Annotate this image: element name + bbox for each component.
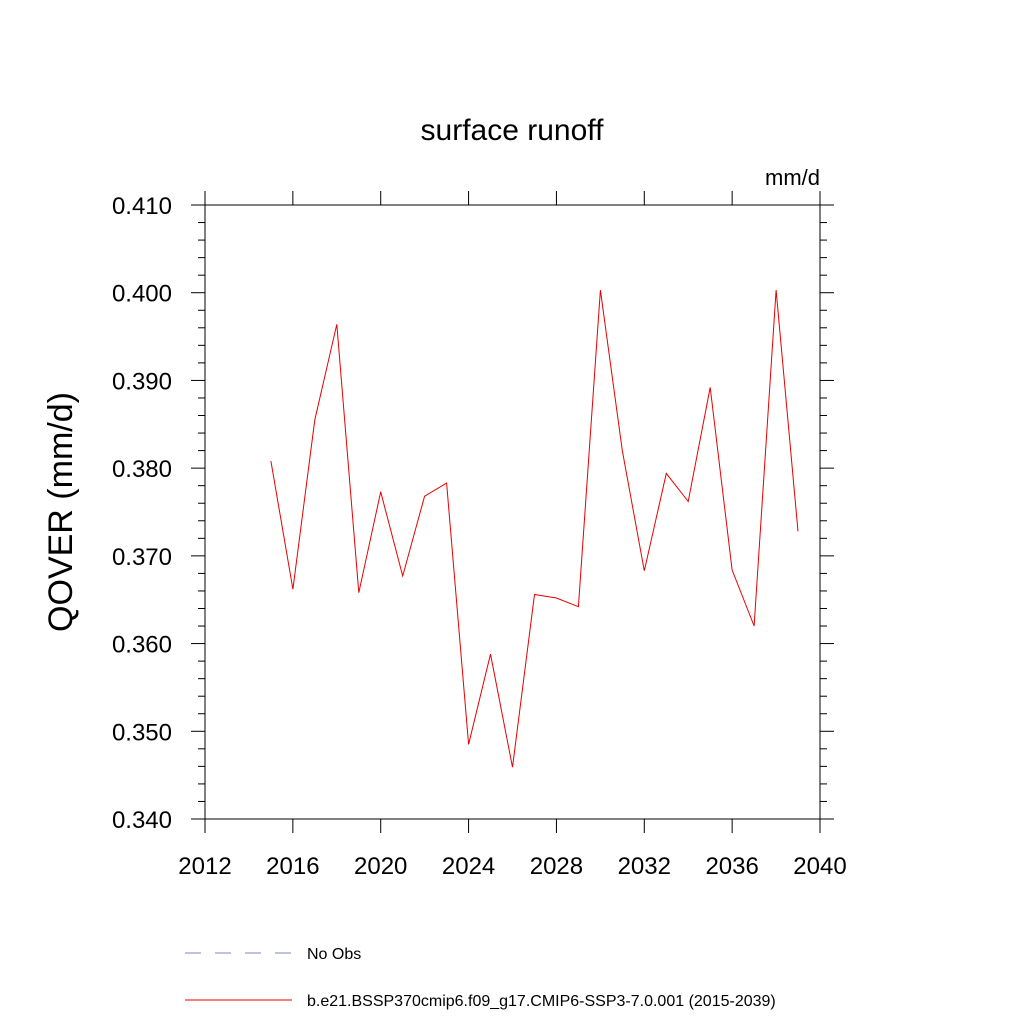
legend-label-no-obs: No Obs xyxy=(307,946,361,963)
y-tick-label: 0.410 xyxy=(112,193,172,220)
y-tick-label: 0.360 xyxy=(112,632,172,659)
plot-frame xyxy=(204,204,821,820)
x-tick-label: 2012 xyxy=(178,853,231,880)
y-tick-label: 0.340 xyxy=(112,807,172,834)
x-tick-label: 2028 xyxy=(530,853,583,880)
y-tick-label: 0.400 xyxy=(112,281,172,308)
x-tick-labels: 2012 2016 2020 2024 2028 2032 2036 2040 xyxy=(178,853,846,880)
x-tick-label: 2020 xyxy=(354,853,407,880)
x-tick-label: 2024 xyxy=(442,853,495,880)
x-tick-label: 2036 xyxy=(705,853,758,880)
y-axis-label: QOVER (mm/d) xyxy=(42,392,80,632)
y-tick-label: 0.380 xyxy=(112,456,172,483)
y-tick-label: 0.390 xyxy=(112,368,172,395)
series-layer xyxy=(270,290,799,768)
units-label: mm/d xyxy=(765,165,820,190)
legend-label-model: b.e21.BSSP370cmip6.f09_g17.CMIP6-SSP3-7.… xyxy=(307,993,776,1010)
y-tick-label: 0.370 xyxy=(112,544,172,571)
y-tick-label: 0.350 xyxy=(112,719,172,746)
x-tick-label: 2032 xyxy=(618,853,671,880)
axis-ticks xyxy=(191,191,834,833)
y-tick-labels: 0.340 0.350 0.360 0.370 0.380 0.390 0.400 0.410 xyxy=(112,193,172,834)
chart-title: surface runoff xyxy=(421,114,605,147)
x-tick-label: 2016 xyxy=(266,853,319,880)
x-tick-label: 2040 xyxy=(793,853,846,880)
legend: No Obs b.e21.BSSP370cmip6.f09_g17.CMIP6-… xyxy=(185,946,776,1010)
series-line-0 xyxy=(270,290,799,768)
